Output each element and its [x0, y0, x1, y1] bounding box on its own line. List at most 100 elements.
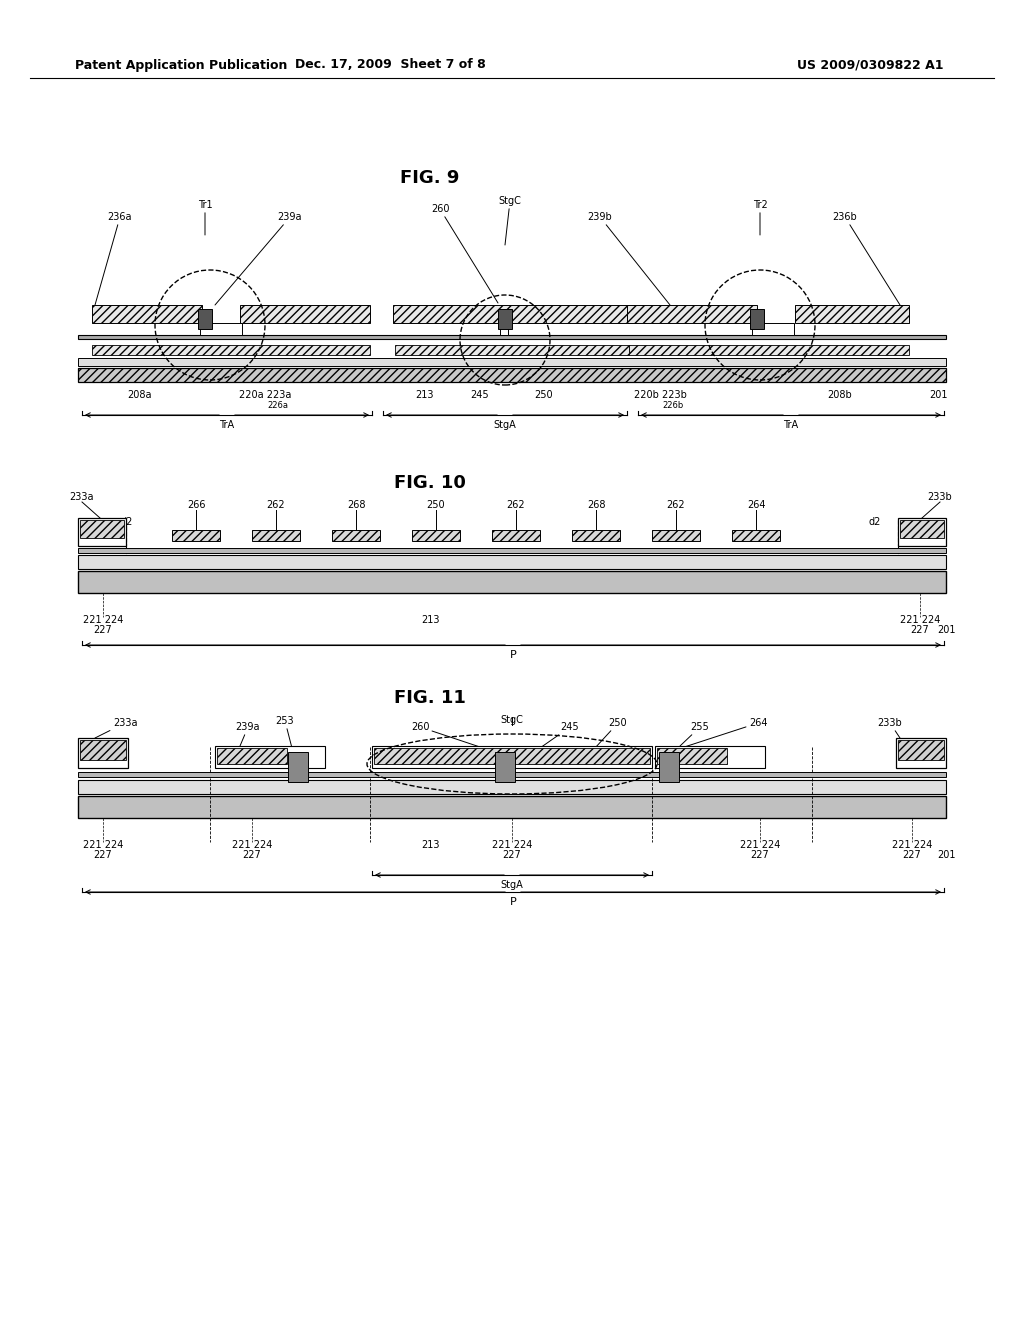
- Text: 250: 250: [535, 389, 553, 400]
- Text: 226b: 226b: [663, 400, 684, 409]
- Text: US 2009/0309822 A1: US 2009/0309822 A1: [797, 58, 943, 71]
- Text: 221 224: 221 224: [900, 615, 940, 624]
- Bar: [172, 531, 220, 541]
- Bar: [78, 554, 946, 569]
- Bar: [78, 738, 128, 768]
- Text: 220b 223b: 220b 223b: [634, 389, 686, 400]
- Text: FIG. 11: FIG. 11: [394, 689, 466, 708]
- Text: 268: 268: [587, 500, 605, 510]
- Bar: [217, 748, 287, 764]
- Bar: [795, 305, 909, 323]
- Text: 213: 213: [416, 389, 434, 400]
- Text: 245: 245: [471, 389, 489, 400]
- Text: 221 224: 221 224: [83, 840, 123, 850]
- Text: FIG. 10: FIG. 10: [394, 474, 466, 492]
- Text: 213: 213: [421, 840, 439, 850]
- Text: 233a: 233a: [95, 718, 137, 738]
- Bar: [395, 345, 629, 355]
- Text: 245: 245: [540, 722, 580, 748]
- Text: 221 224: 221 224: [739, 840, 780, 850]
- Text: 221 224: 221 224: [492, 840, 532, 850]
- Text: 239a: 239a: [236, 722, 260, 746]
- Text: 208a: 208a: [128, 389, 153, 400]
- Text: 208b: 208b: [827, 389, 852, 400]
- Bar: [78, 796, 946, 818]
- Text: 227: 227: [93, 850, 113, 861]
- Text: 227: 227: [910, 624, 930, 635]
- Text: 262: 262: [667, 500, 685, 510]
- Text: 221 224: 221 224: [83, 615, 123, 624]
- Text: 236a: 236a: [95, 213, 132, 305]
- Text: 221 224: 221 224: [231, 840, 272, 850]
- Text: 260: 260: [411, 722, 495, 752]
- Text: Tr1: Tr1: [198, 201, 212, 235]
- Text: 239b: 239b: [588, 213, 670, 305]
- Text: 227: 227: [503, 850, 521, 861]
- Text: 239a: 239a: [215, 213, 302, 305]
- Text: TrA: TrA: [219, 420, 234, 430]
- Text: 213: 213: [421, 615, 439, 624]
- Bar: [492, 531, 540, 541]
- Bar: [92, 345, 370, 355]
- Text: 268: 268: [347, 500, 366, 510]
- Bar: [78, 772, 946, 777]
- Text: 260: 260: [431, 205, 498, 304]
- Bar: [198, 309, 212, 329]
- Text: 227: 227: [902, 850, 922, 861]
- Text: 233a: 233a: [70, 492, 94, 502]
- Bar: [898, 517, 946, 546]
- Bar: [498, 309, 512, 329]
- Bar: [900, 520, 944, 539]
- Bar: [655, 746, 765, 768]
- Text: P: P: [510, 898, 516, 907]
- Text: 264: 264: [746, 500, 765, 510]
- Text: 201: 201: [929, 389, 947, 400]
- Bar: [80, 520, 124, 539]
- Text: Dec. 17, 2009  Sheet 7 of 8: Dec. 17, 2009 Sheet 7 of 8: [295, 58, 485, 71]
- Text: Patent Application Publication: Patent Application Publication: [75, 58, 288, 71]
- Text: StgC: StgC: [499, 195, 521, 246]
- Bar: [393, 305, 635, 323]
- Text: 201: 201: [937, 850, 955, 861]
- Text: 227: 227: [93, 624, 113, 635]
- Bar: [896, 738, 946, 768]
- Text: StgA: StgA: [501, 880, 523, 890]
- Text: FIG. 9: FIG. 9: [400, 169, 460, 187]
- Text: 226a: 226a: [267, 400, 289, 409]
- Bar: [898, 741, 944, 760]
- Bar: [78, 780, 946, 795]
- Bar: [80, 741, 126, 760]
- Text: StgA: StgA: [494, 420, 516, 430]
- Bar: [629, 345, 909, 355]
- Bar: [92, 305, 202, 323]
- Bar: [372, 746, 652, 768]
- Bar: [78, 358, 946, 366]
- Text: 262: 262: [507, 500, 525, 510]
- Text: 233b: 233b: [878, 718, 902, 738]
- Bar: [200, 323, 242, 335]
- Text: d2: d2: [121, 517, 133, 527]
- Bar: [652, 531, 700, 541]
- Text: StgC: StgC: [501, 715, 523, 725]
- Text: 233b: 233b: [928, 492, 952, 502]
- Bar: [288, 752, 308, 781]
- Bar: [412, 531, 460, 541]
- Text: 262: 262: [266, 500, 286, 510]
- Text: 250: 250: [427, 500, 445, 510]
- Text: 201: 201: [937, 624, 955, 635]
- Text: 253: 253: [275, 715, 294, 752]
- Bar: [240, 305, 370, 323]
- Bar: [78, 548, 946, 553]
- Text: P: P: [510, 649, 516, 660]
- Text: 221 224: 221 224: [892, 840, 932, 850]
- Bar: [572, 531, 620, 541]
- Text: Tr2: Tr2: [753, 201, 767, 235]
- Text: 220a 223a: 220a 223a: [239, 389, 291, 400]
- Bar: [78, 517, 126, 546]
- Bar: [495, 752, 515, 781]
- Text: 255: 255: [680, 722, 710, 746]
- Text: 266: 266: [186, 500, 205, 510]
- Bar: [732, 531, 780, 541]
- Bar: [627, 305, 757, 323]
- Bar: [332, 531, 380, 541]
